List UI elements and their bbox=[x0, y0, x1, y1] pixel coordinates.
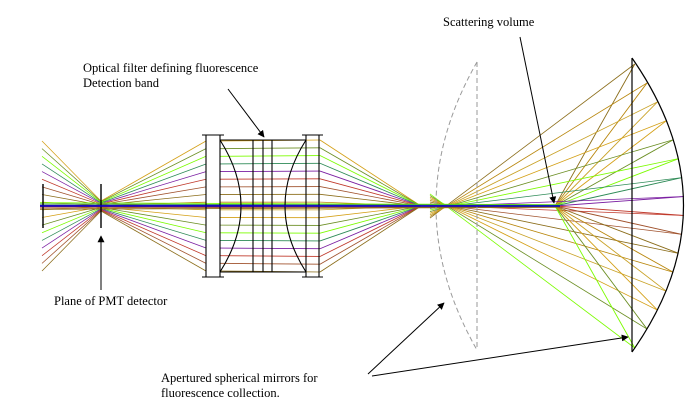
light-ray bbox=[42, 164, 101, 203]
light-ray bbox=[42, 211, 101, 271]
light-ray bbox=[555, 140, 673, 206]
light-ray bbox=[101, 164, 206, 203]
light-ray bbox=[555, 206, 658, 310]
light-ray bbox=[220, 263, 320, 264]
light-ray bbox=[320, 206, 421, 249]
light-ray bbox=[101, 210, 206, 263]
light-ray bbox=[42, 195, 101, 206]
light-ray bbox=[320, 206, 421, 256]
right-mirror-arc bbox=[632, 58, 684, 352]
light-ray bbox=[320, 148, 421, 206]
light-ray bbox=[101, 209, 206, 241]
light-ray bbox=[42, 210, 101, 263]
light-ray bbox=[101, 211, 206, 271]
light-ray bbox=[101, 149, 206, 202]
light-ray bbox=[42, 209, 101, 248]
light-ray bbox=[320, 179, 421, 206]
light-ray bbox=[320, 156, 421, 206]
light-ray bbox=[101, 210, 206, 256]
label-mirrors-line2: fluorescence collection. bbox=[161, 386, 280, 400]
arrow-mirror-dashed bbox=[368, 303, 444, 374]
arrow-optical-filter bbox=[228, 89, 264, 137]
light-ray bbox=[101, 141, 206, 201]
arrow-scattering-volume bbox=[520, 37, 554, 203]
light-ray bbox=[320, 163, 421, 206]
light-ray bbox=[101, 209, 206, 248]
light-ray bbox=[220, 256, 320, 257]
light-ray bbox=[320, 206, 421, 233]
label-scattering-volume: Scattering volume bbox=[443, 15, 534, 29]
light-ray bbox=[42, 156, 101, 202]
light-ray bbox=[430, 199, 666, 291]
light-ray bbox=[555, 206, 673, 272]
arrow-mirror-right bbox=[372, 337, 628, 376]
right-spherical-mirror bbox=[632, 58, 684, 352]
light-ray bbox=[42, 210, 101, 256]
light-ray bbox=[42, 209, 101, 241]
light-ray bbox=[220, 148, 320, 149]
light-ray bbox=[42, 141, 101, 201]
light-ray bbox=[555, 102, 658, 206]
light-ray bbox=[42, 207, 101, 218]
light-ray bbox=[320, 171, 421, 206]
light-ray bbox=[42, 172, 101, 204]
label-mirrors-line1: Apertured spherical mirrors for bbox=[161, 371, 318, 385]
light-ray bbox=[430, 197, 658, 310]
light-ray bbox=[430, 200, 673, 272]
light-ray bbox=[220, 163, 320, 164]
light-ray bbox=[42, 149, 101, 202]
light-ray bbox=[101, 156, 206, 202]
light-ray bbox=[220, 248, 320, 249]
light-ray bbox=[430, 102, 658, 215]
label-pmt-plane: Plane of PMT detector bbox=[54, 294, 167, 308]
light-ray bbox=[430, 196, 647, 330]
label-filter-line1: Optical filter defining fluorescence bbox=[83, 61, 258, 75]
light-ray bbox=[430, 83, 647, 217]
light-ray bbox=[430, 121, 666, 213]
light-ray bbox=[101, 172, 206, 204]
light-ray bbox=[430, 202, 679, 253]
light-ray bbox=[430, 140, 673, 212]
light-ray bbox=[220, 156, 320, 157]
light-ray bbox=[320, 206, 421, 241]
light-ray bbox=[320, 206, 421, 264]
label-filter-line2: Detection band bbox=[83, 76, 159, 90]
